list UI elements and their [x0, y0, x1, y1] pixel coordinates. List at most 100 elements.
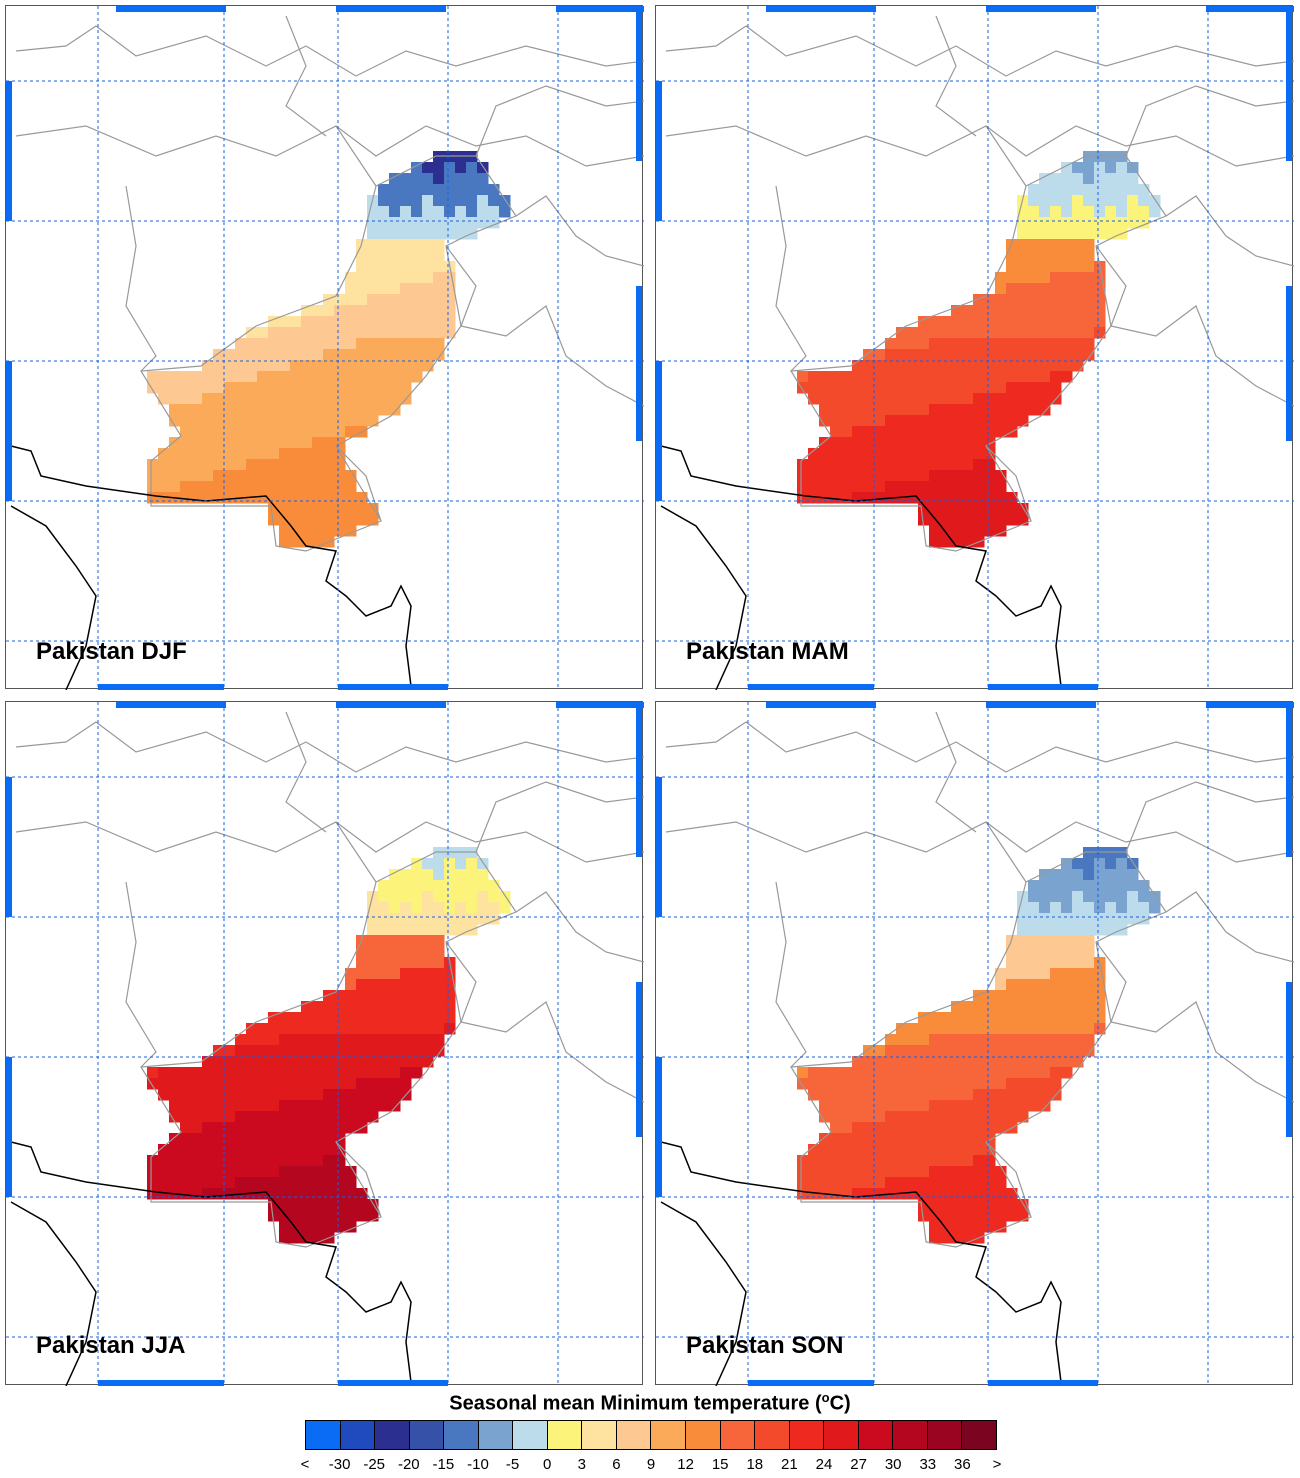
- temperature-cell: [874, 1045, 886, 1057]
- border-line: [1125, 85, 1294, 157]
- temperature-cell: [433, 239, 445, 251]
- temperature-cell: [1083, 891, 1095, 903]
- temperature-cell: [830, 1067, 842, 1079]
- temperature-cell: [973, 1078, 985, 1090]
- temperature-cell: [323, 1078, 335, 1090]
- temperature-cell: [334, 1221, 346, 1233]
- temperature-cell: [841, 1166, 853, 1178]
- temperature-cell: [268, 1089, 280, 1101]
- temperature-cell: [290, 1056, 302, 1068]
- temperature-cell: [268, 1078, 280, 1090]
- temperature-cell: [246, 1045, 258, 1057]
- temperature-cell: [444, 206, 456, 218]
- temperature-cell: [455, 869, 467, 881]
- temperature-cell: [411, 272, 423, 284]
- temperature-cell: [984, 1100, 996, 1112]
- temperature-cell: [1006, 1210, 1018, 1222]
- temperature-cell: [279, 426, 291, 438]
- temperature-cell: [301, 1210, 313, 1222]
- colorbar-tick-label: 12: [677, 1456, 694, 1473]
- temperature-cell: [235, 338, 247, 350]
- temperature-cell: [951, 459, 963, 471]
- temperature-cell: [224, 1111, 236, 1123]
- temperature-cell: [301, 437, 313, 449]
- temperature-cell: [433, 1045, 445, 1057]
- temperature-cell: [356, 382, 368, 394]
- temperature-cell: [334, 338, 346, 350]
- temperature-cell: [279, 514, 291, 526]
- temperature-cell: [246, 393, 258, 405]
- temperature-cell: [984, 1133, 996, 1145]
- temperature-cell: [400, 184, 412, 196]
- temperature-cell: [279, 1155, 291, 1167]
- temperature-cell: [962, 481, 974, 493]
- temperature-cell: [389, 184, 401, 196]
- temperature-cell: [202, 404, 214, 416]
- temperature-cell: [830, 492, 842, 504]
- temperature-cell: [158, 382, 170, 394]
- temperature-cell: [940, 1144, 952, 1156]
- temperature-cell: [367, 305, 379, 317]
- temperature-cell: [158, 481, 170, 493]
- temperature-cell: [301, 448, 313, 460]
- temperature-cell: [1094, 847, 1106, 859]
- temperature-cell: [1127, 173, 1139, 185]
- temperature-cell: [1028, 1089, 1040, 1101]
- temperature-cell: [1083, 869, 1095, 881]
- temperature-cell: [257, 1045, 269, 1057]
- temperature-cell: [852, 1144, 864, 1156]
- temperature-cell: [1061, 305, 1073, 317]
- temperature-cell: [290, 1188, 302, 1200]
- temperature-cell: [378, 1100, 390, 1112]
- temperature-cell: [984, 1001, 996, 1013]
- temperature-cell: [279, 404, 291, 416]
- temperature-cell: [455, 847, 467, 859]
- temperature-cell: [367, 239, 379, 251]
- temperature-cell: [940, 404, 952, 416]
- map-panel-son: Pakistan SON: [655, 701, 1294, 1386]
- temperature-cell: [951, 426, 963, 438]
- temperature-cell: [466, 913, 478, 925]
- temperature-cell: [863, 1067, 875, 1079]
- temperature-cell: [841, 1067, 853, 1079]
- temperature-cell: [268, 1210, 280, 1222]
- temperature-cell: [995, 514, 1007, 526]
- temperature-cell: [1039, 195, 1051, 207]
- temperature-cell: [1017, 338, 1029, 350]
- temperature-cell: [896, 338, 908, 350]
- temperature-cell: [852, 1166, 864, 1178]
- temperature-cell: [257, 459, 269, 471]
- temperature-cell: [984, 1188, 996, 1200]
- temperature-cell: [345, 1166, 357, 1178]
- temperature-cell: [433, 151, 445, 163]
- temperature-cell: [411, 1001, 423, 1013]
- map-panel-mam: Pakistan MAM: [655, 5, 1294, 690]
- temperature-cell: [896, 1089, 908, 1101]
- coastline: [660, 445, 1062, 687]
- temperature-cell: [918, 1012, 930, 1024]
- temperature-cell: [819, 393, 831, 405]
- temperature-cell: [422, 239, 434, 251]
- temperature-cell: [1116, 902, 1128, 914]
- temperature-cell: [841, 426, 853, 438]
- colorbar-cell: [375, 1421, 410, 1449]
- temperature-cell: [1039, 902, 1051, 914]
- temperature-cell: [1006, 305, 1018, 317]
- temperature-cell: [290, 1067, 302, 1079]
- temperature-cell: [213, 481, 225, 493]
- temperature-cell: [301, 360, 313, 372]
- temperature-cell: [995, 371, 1007, 383]
- temperature-cell: [191, 426, 203, 438]
- temperature-cell: [995, 426, 1007, 438]
- temperature-cell: [257, 349, 269, 361]
- temperature-cell: [918, 503, 930, 515]
- temperature-cell: [852, 1177, 864, 1189]
- temperature-cell: [940, 360, 952, 372]
- temperature-cell: [1061, 162, 1073, 174]
- temperature-cell: [874, 437, 886, 449]
- temperature-cell: [962, 1122, 974, 1134]
- temperature-grid: [797, 847, 1161, 1244]
- temperature-cell: [202, 1177, 214, 1189]
- temperature-cell: [477, 902, 489, 914]
- temperature-cell: [279, 1023, 291, 1035]
